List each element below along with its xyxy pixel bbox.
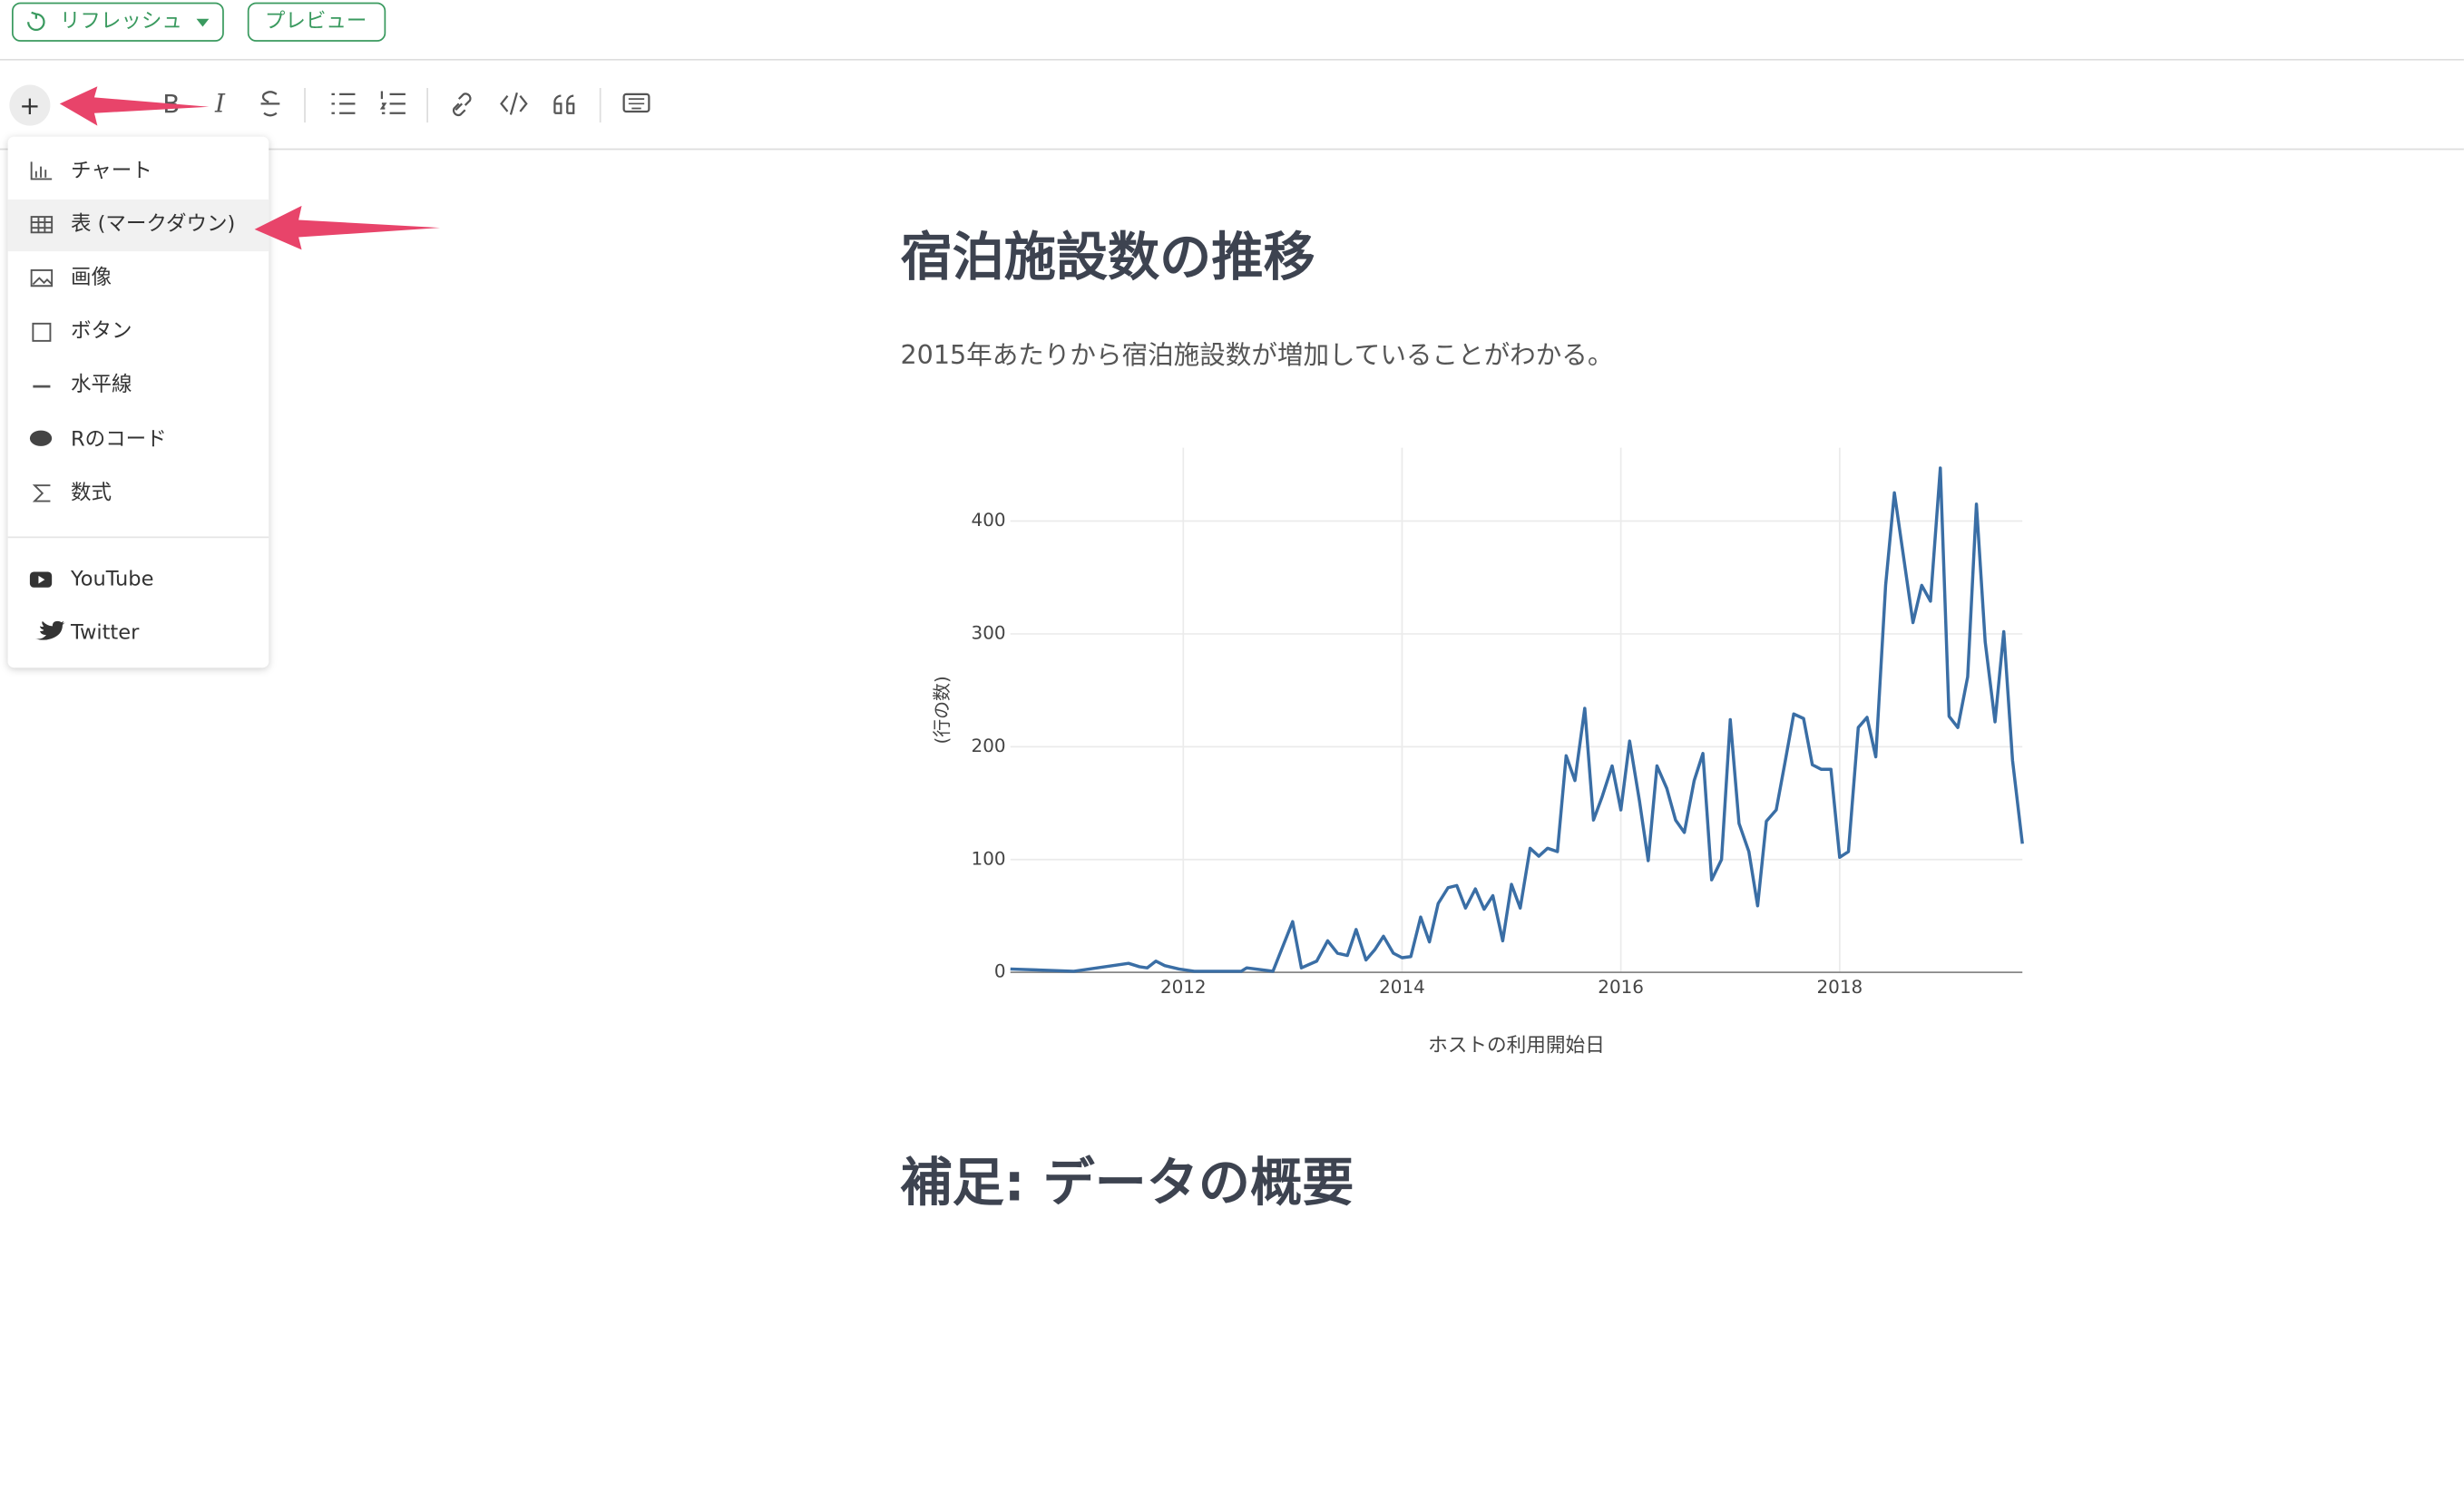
y-tick-label: 200	[972, 736, 1006, 756]
menu-item[interactable]: 水平線	[71, 373, 132, 396]
menu-item[interactable]: Rのコード	[71, 427, 167, 451]
paragraph: 2015年あたりから宿泊施設数が増加していることがわかる。	[900, 339, 1613, 370]
math-icon	[32, 484, 51, 502]
menu-item[interactable]: 画像	[71, 266, 112, 289]
heading: 宿泊施設数の推移	[900, 228, 1315, 287]
menu-item[interactable]: ボタン	[71, 319, 132, 343]
x-axis-label: ホストの利用開始日	[1428, 1035, 1605, 1057]
menu-panel	[7, 136, 269, 668]
menu-item[interactable]: 数式	[71, 481, 112, 504]
y-axis-label: (行の数)	[932, 676, 953, 744]
annotation-arrow	[59, 86, 210, 126]
italic-button[interactable]: I	[214, 89, 226, 119]
x-tick-label: 2018	[1816, 977, 1863, 998]
code-button[interactable]	[500, 92, 528, 115]
x-tick-label: 2012	[1160, 977, 1207, 998]
refresh-icon	[27, 11, 45, 31]
link-button[interactable]	[452, 93, 472, 117]
menu-item[interactable]: YouTube	[70, 568, 154, 591]
quote-button[interactable]	[553, 94, 575, 114]
data-line	[1010, 466, 2024, 973]
menu-item[interactable]: チャート	[71, 159, 152, 182]
button-icon	[32, 322, 52, 342]
add-glyph: +	[19, 91, 40, 121]
refresh-button[interactable]	[11, 2, 224, 42]
heading: 補足: データの概要	[900, 1153, 1354, 1213]
image-icon	[30, 268, 54, 287]
preview-label: プレビュー	[265, 10, 367, 34]
r-icon	[29, 430, 53, 446]
chart: 0 100 200 300 400 2012 2014 2016 2018 ホストの利用開始日 (行…	[932, 447, 2024, 1057]
strike-button[interactable]	[260, 91, 280, 117]
keyboard-keys	[628, 98, 645, 110]
keyboard-button[interactable]	[622, 93, 650, 113]
table-icon	[30, 216, 54, 234]
y-tick-label: 0	[994, 961, 1006, 982]
bullet-list-button[interactable]	[331, 93, 356, 114]
y-tick-label: 300	[972, 622, 1006, 643]
twitter-icon	[34, 620, 65, 640]
menu-item[interactable]: Twitter	[70, 621, 140, 645]
x-tick-label: 2014	[1379, 977, 1425, 998]
preview-button[interactable]	[247, 2, 386, 42]
annotation-arrow	[254, 205, 440, 250]
youtube-play	[38, 575, 45, 584]
menu-item[interactable]: 表 (マークダウン)	[71, 212, 235, 236]
y-tick-label: 100	[972, 848, 1006, 869]
number-list-button[interactable]	[379, 91, 406, 114]
refresh-label: リフレッシュ	[60, 10, 182, 34]
chart-icon	[30, 161, 53, 180]
x-tick-label: 2016	[1598, 977, 1644, 998]
add-button[interactable]	[9, 84, 51, 126]
y-tick-label: 400	[972, 510, 1006, 531]
dropdown-caret	[196, 18, 210, 27]
